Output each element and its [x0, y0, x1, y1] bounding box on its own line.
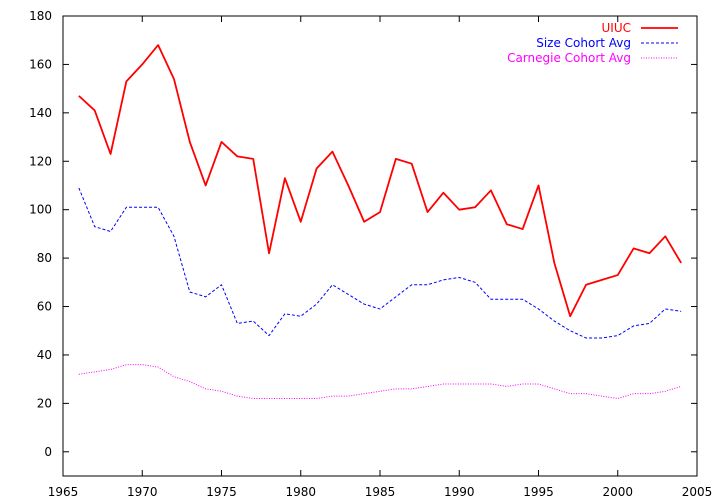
y-tick-label: 40 — [37, 348, 52, 362]
legend-label-carnegie-cohort-avg: Carnegie Cohort Avg — [507, 51, 631, 65]
x-tick-label: 1980 — [285, 485, 316, 499]
y-tick-label: 60 — [37, 300, 52, 314]
x-tick-label: 1985 — [365, 485, 396, 499]
x-tick-label: 1990 — [444, 485, 475, 499]
x-tick-label: 1965 — [48, 485, 79, 499]
legend-label-uiuc: UIUC — [602, 21, 631, 35]
y-tick-label: 160 — [29, 57, 52, 71]
series-line-uiuc — [78, 44, 682, 318]
y-tick-label: 20 — [37, 396, 52, 410]
x-tick-label: 1970 — [127, 485, 158, 499]
y-tick-label: 140 — [29, 106, 52, 120]
plot-frame — [62, 15, 698, 477]
series-line-size-cohort-avg — [78, 187, 682, 339]
x-tick-label: 2005 — [682, 485, 713, 499]
series-line-carnegie-cohort-avg — [78, 364, 682, 400]
y-axis: 0 20 40 60 80 100 120 140 160 180 — [29, 9, 697, 459]
y-tick-label: 180 — [29, 9, 52, 23]
y-tick-label: 120 — [29, 154, 52, 168]
y-tick-label: 80 — [37, 251, 52, 265]
y-tick-label: 0 — [44, 445, 52, 459]
legend-label-size-cohort-avg: Size Cohort Avg — [536, 36, 631, 50]
x-axis: 1965 1970 1975 1980 1985 1990 1995 2000 2005 — [48, 16, 713, 499]
x-tick-label: 2000 — [602, 485, 633, 499]
x-tick-label: 1975 — [206, 485, 237, 499]
y-tick-label: 100 — [29, 203, 52, 217]
series-layer — [78, 44, 682, 400]
x-tick-label: 1995 — [523, 485, 554, 499]
